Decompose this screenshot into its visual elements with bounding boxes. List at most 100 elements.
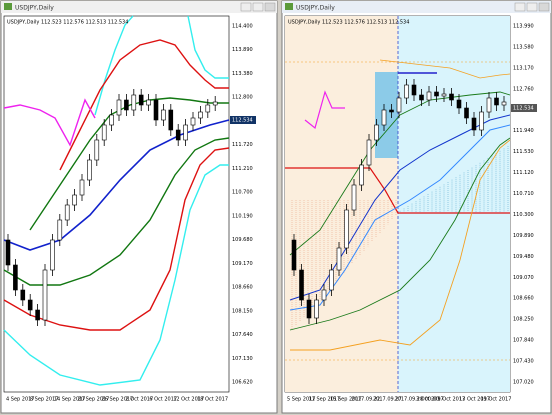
price-label: 108.660 xyxy=(232,285,253,291)
band-line xyxy=(59,39,229,171)
price-label: 113.580 xyxy=(513,44,534,50)
lagging-line xyxy=(3,98,96,147)
price-label: 110.710 xyxy=(513,191,534,197)
candle-body xyxy=(42,269,48,321)
window-icon xyxy=(4,3,12,10)
price-label: 111.210 xyxy=(232,166,253,172)
band-line xyxy=(3,147,230,331)
candle-body xyxy=(434,91,439,97)
lower-band xyxy=(289,137,511,331)
candle-body xyxy=(109,114,114,126)
date-label: 20 Sep 2017 xyxy=(78,397,110,403)
price-label: 109.680 xyxy=(232,237,253,243)
candle-body xyxy=(79,179,85,196)
price-label: 109.070 xyxy=(513,275,534,281)
date-label: 11 Sep 2017 xyxy=(309,397,341,403)
candle-body xyxy=(471,117,477,131)
candle-body xyxy=(183,124,188,141)
range-box xyxy=(375,72,398,158)
price-label: 112.760 xyxy=(513,86,534,92)
outer-band xyxy=(3,164,229,386)
kijun-line xyxy=(285,167,510,214)
candle-body xyxy=(306,299,312,319)
price-label: 107.130 xyxy=(232,356,253,362)
price-label: 107.020 xyxy=(513,380,534,386)
candle-body xyxy=(27,299,33,311)
candle-body xyxy=(153,99,159,121)
price-label: 110.700 xyxy=(232,190,253,196)
candle-body xyxy=(329,269,334,291)
candle-body xyxy=(374,124,379,141)
candle-body xyxy=(501,101,507,106)
candle-body xyxy=(464,107,469,119)
date-label: 12 Oct 2017 xyxy=(173,397,204,403)
candle-body xyxy=(101,124,107,141)
outer-band xyxy=(187,15,229,79)
chart-window: USDJPY,Daily 113.990 113.580 113.170 112.760… xyxy=(281,0,552,414)
conversion-line xyxy=(289,124,511,311)
candle-body xyxy=(205,104,211,113)
candle-body xyxy=(366,139,372,166)
date-label: 2017.09.28 00:00 xyxy=(395,397,440,403)
current-price-box xyxy=(230,116,256,124)
candle-body xyxy=(161,109,166,121)
price-label: 113.170 xyxy=(513,65,534,71)
price-label: 107.430 xyxy=(513,359,534,365)
date-label: 19 Oct 2017 xyxy=(481,397,512,403)
window-icon xyxy=(285,3,293,10)
candle-body xyxy=(168,109,174,131)
window-close-button[interactable] xyxy=(538,2,550,12)
candle-body xyxy=(131,94,137,111)
current-price: 112.534 xyxy=(513,106,534,112)
window-close-button[interactable] xyxy=(264,2,276,12)
current-price-box xyxy=(511,104,537,112)
window-max-button[interactable] xyxy=(526,2,538,12)
title-bar xyxy=(1,1,277,13)
candle-body xyxy=(72,194,77,206)
lower-outer xyxy=(290,139,511,351)
candle-body xyxy=(20,289,26,301)
plot-area xyxy=(3,15,230,393)
date-label: 2017.09.22 xyxy=(352,397,381,403)
price-label: 109.890 xyxy=(513,233,534,239)
date-label: 14 Sep 2017 xyxy=(54,397,86,403)
candle-body xyxy=(35,309,40,321)
title-bar xyxy=(282,1,551,13)
candle-body xyxy=(198,111,203,119)
window-title: USDJPY,Daily xyxy=(15,5,54,12)
candle-body xyxy=(5,239,11,266)
candle-body xyxy=(116,99,122,116)
window-min-button[interactable] xyxy=(514,2,526,12)
price-label: 113.380 xyxy=(232,71,253,77)
candle-body xyxy=(57,219,63,241)
date-label: 4 Sep 2017 xyxy=(6,397,35,403)
candle-body xyxy=(441,93,447,97)
outer-band xyxy=(94,15,134,116)
price-label: 107.640 xyxy=(232,332,253,338)
candle-body xyxy=(494,97,499,106)
date-label: 2 Oct 2017 xyxy=(125,397,153,403)
candle-body xyxy=(396,97,402,113)
candle-body xyxy=(146,99,151,106)
price-label: 113.990 xyxy=(513,24,534,30)
candle-body xyxy=(426,91,432,101)
candle-body xyxy=(389,109,394,113)
candle-body xyxy=(404,84,409,99)
date-label: 6 Oct 2017 xyxy=(149,397,177,403)
date-label: 15 Sep 2017 xyxy=(330,397,362,403)
candle-body xyxy=(94,139,100,161)
window-max-button[interactable] xyxy=(252,2,264,12)
candle-body xyxy=(359,164,364,186)
candle-body xyxy=(64,204,70,221)
band-line xyxy=(379,59,511,79)
upper-band xyxy=(289,91,511,256)
window-min-button[interactable] xyxy=(240,2,252,12)
price-label: 109.480 xyxy=(513,254,534,260)
candle-body xyxy=(87,159,92,181)
price-label: 114.400 xyxy=(232,24,253,30)
price-label: 112.800 xyxy=(232,95,253,101)
candle-body xyxy=(336,247,342,271)
candle-body xyxy=(321,289,327,301)
price-label: 108.150 xyxy=(232,308,253,314)
